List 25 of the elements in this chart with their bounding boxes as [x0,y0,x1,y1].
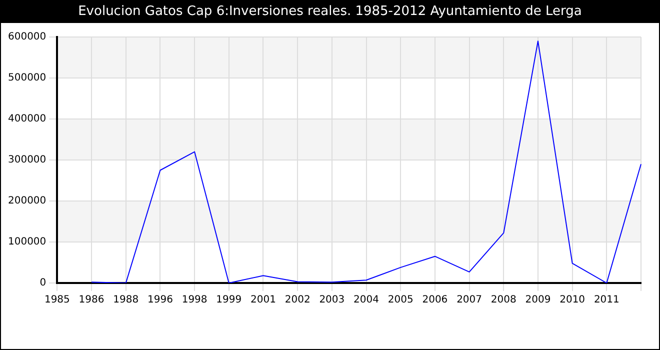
y-tick-label: 400000 [8,114,46,125]
x-tick-label: 1986 [78,294,104,306]
x-tick-label: 2005 [388,294,414,306]
y-tick-label: 300000 [8,154,46,166]
x-tick-label: 2008 [490,294,516,306]
y-tick-label: 600000 [8,32,46,43]
x-tick-label: 2004 [354,294,379,306]
x-tick-label: 1988 [113,294,139,306]
x-tick-label: 2001 [250,294,276,306]
x-tick-label: 2009 [525,294,551,306]
chart-title: Evolucion Gatos Cap 6:Inversiones reales. 1985-2012 Ayuntamiento de Lerga [1,1,659,23]
y-tick-label: 500000 [8,72,46,84]
x-tick-label: 1996 [147,294,173,306]
x-tick-label: 1999 [216,294,242,306]
x-tick-label: 2010 [560,294,586,306]
x-tick-label: 2003 [319,294,345,306]
x-tick-label: 2002 [284,294,310,306]
y-tick-label: 0 [40,278,46,289]
x-tick-label: 2011 [594,294,620,306]
x-tick-label: 2006 [422,294,448,306]
x-tick-label: 2007 [456,294,482,306]
y-tick-label: 100000 [8,236,46,248]
x-tick-label: 1998 [182,294,208,306]
y-tick-label: 200000 [8,196,46,207]
x-tick-label: 1985 [44,294,70,306]
